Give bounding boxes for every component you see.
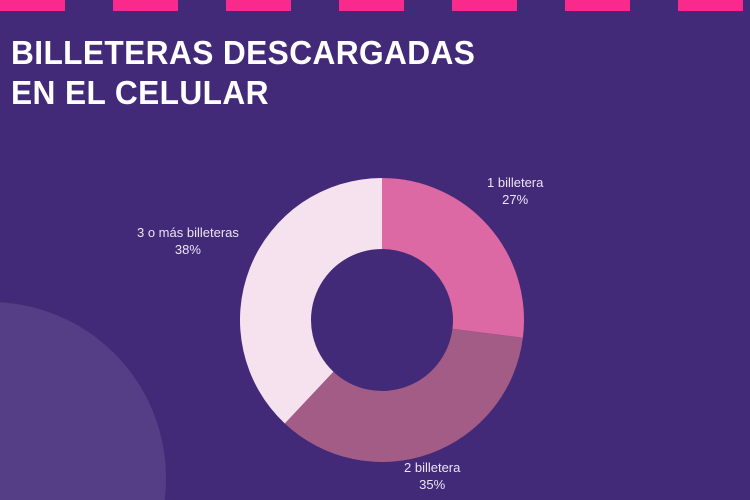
page-title: BILLETERAS DESCARGADAS EN EL CELULAR — [11, 33, 651, 113]
donut-chart-svg — [240, 178, 524, 462]
callout-value: 27% — [502, 192, 529, 207]
callout-label: 2 billetera — [404, 460, 461, 475]
callout-value: 38% — [174, 242, 201, 257]
title-line-1: BILLETERAS DESCARGADAS — [11, 34, 476, 71]
donut-chart — [240, 178, 524, 462]
donut-slice-3[interactable] — [240, 178, 382, 424]
decorative-circle — [0, 302, 166, 500]
donut-slice-1[interactable] — [382, 178, 524, 338]
title-line-2: EN EL CELULAR — [11, 74, 269, 111]
callout-2-billetera: 2 billetera 35% — [404, 459, 460, 493]
donut-slice-2[interactable] — [284, 328, 523, 462]
callout-label: 1 billetera — [487, 175, 544, 190]
callout-label: 3 o más billeteras — [137, 225, 239, 240]
callout-3-o-mas-billeteras: 3 o más billeteras 38% — [137, 224, 239, 258]
callout-1-billetera: 1 billetera 27% — [487, 174, 543, 208]
dashed-accent-strip — [0, 0, 750, 11]
callout-value: 35% — [419, 477, 446, 492]
